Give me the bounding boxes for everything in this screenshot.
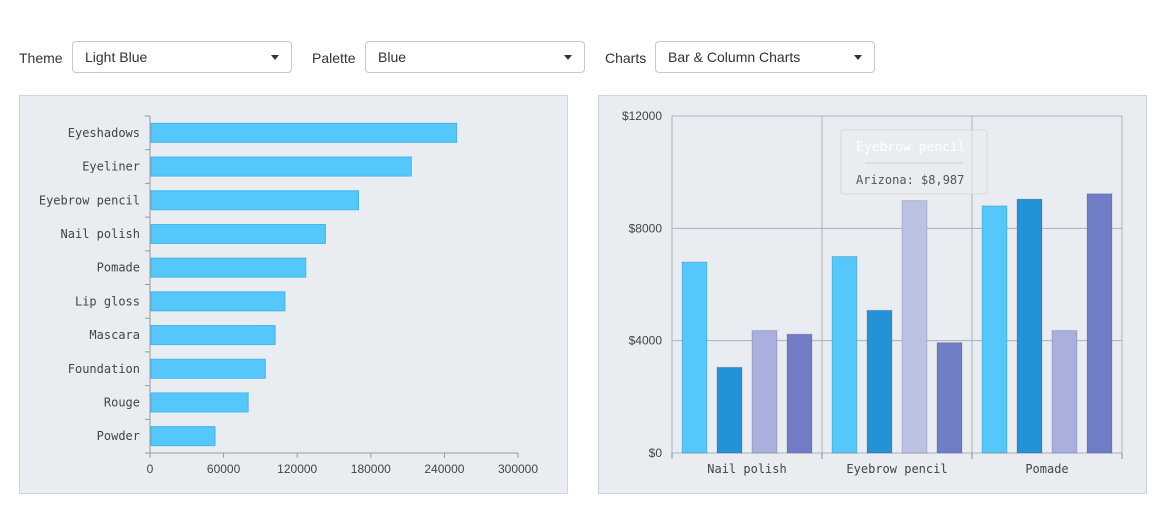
column-bar bbox=[751, 330, 778, 454]
column-bar bbox=[716, 366, 743, 454]
x-tick-label: 180000 bbox=[351, 462, 391, 476]
bar bbox=[150, 122, 458, 143]
y-tick-label: $8000 bbox=[629, 221, 663, 235]
palette-select[interactable]: Blue bbox=[365, 41, 585, 73]
x-tick-label: 120000 bbox=[277, 462, 317, 476]
column-bar bbox=[1016, 198, 1043, 454]
category-label: Powder bbox=[97, 429, 140, 443]
column-bar bbox=[1086, 193, 1113, 454]
column-chart: $0 $4000 $8000 $12000 Nail polish Eyebrow pen… bbox=[622, 109, 1123, 476]
x-tick-label: 240000 bbox=[424, 462, 464, 476]
x-tick-label: 300000 bbox=[498, 462, 538, 476]
category-label: Eyebrow pencil bbox=[39, 193, 140, 207]
chevron-down-icon bbox=[854, 55, 862, 60]
palette-select-value: Blue bbox=[378, 49, 407, 65]
bar-chart: Eyeshadows Eyeliner Eyebrow pencil Nail pol… bbox=[39, 115, 538, 476]
column-bar bbox=[936, 342, 963, 454]
x-tick-label: 0 bbox=[147, 462, 154, 476]
palette-label: Palette bbox=[312, 50, 356, 66]
bar bbox=[150, 156, 412, 177]
column-bar bbox=[831, 255, 858, 454]
category-label: Pomade bbox=[1025, 462, 1068, 476]
x-tick-label: 60000 bbox=[207, 462, 241, 476]
category-label: Lip gloss bbox=[75, 294, 140, 308]
column-bar bbox=[981, 205, 1008, 454]
bar bbox=[150, 392, 249, 413]
category-label: Pomade bbox=[97, 261, 140, 275]
tooltip-title: Eyebrow pencil bbox=[856, 140, 966, 155]
y-tick-label: $0 bbox=[649, 446, 663, 460]
category-label: Eyeliner bbox=[82, 160, 140, 174]
theme-label: Theme bbox=[19, 50, 63, 66]
category-label: Rouge bbox=[104, 395, 140, 409]
category-label: Mascara bbox=[89, 328, 140, 342]
tooltip-box bbox=[840, 129, 988, 195]
category-label: Eyebrow pencil bbox=[846, 462, 947, 476]
bar bbox=[150, 190, 360, 211]
column-chart-panel: $0 $4000 $8000 $12000 Nail polish Eyebrow pen… bbox=[598, 95, 1147, 494]
column-bar bbox=[901, 200, 928, 454]
y-tick-label: $4000 bbox=[629, 334, 663, 348]
y-tick-label: $12000 bbox=[622, 109, 662, 123]
column-bar bbox=[866, 309, 893, 454]
column-bar bbox=[786, 333, 813, 454]
charts-label: Charts bbox=[605, 50, 647, 66]
bar bbox=[150, 257, 307, 278]
bar bbox=[150, 358, 266, 379]
theme-select-value: Light Blue bbox=[85, 49, 148, 65]
charts-select[interactable]: Bar & Column Charts bbox=[655, 41, 875, 73]
category-label: Nail polish bbox=[61, 227, 140, 241]
bar bbox=[150, 291, 286, 312]
bar bbox=[150, 325, 276, 346]
charts-select-value: Bar & Column Charts bbox=[668, 49, 801, 65]
category-label: Foundation bbox=[68, 362, 140, 376]
column-bar bbox=[681, 261, 708, 454]
tooltip-text: Arizona: $8,987 bbox=[856, 173, 964, 187]
chevron-down-icon bbox=[564, 55, 572, 60]
bar-chart-panel: Eyeshadows Eyeliner Eyebrow pencil Nail pol… bbox=[19, 95, 568, 494]
category-label: Nail polish bbox=[707, 462, 786, 476]
category-label: Eyeshadows bbox=[68, 126, 140, 140]
column-bar bbox=[1051, 330, 1078, 454]
bar bbox=[150, 426, 216, 447]
bar bbox=[150, 223, 326, 244]
chevron-down-icon bbox=[271, 55, 279, 60]
theme-select[interactable]: Light Blue bbox=[72, 41, 292, 73]
